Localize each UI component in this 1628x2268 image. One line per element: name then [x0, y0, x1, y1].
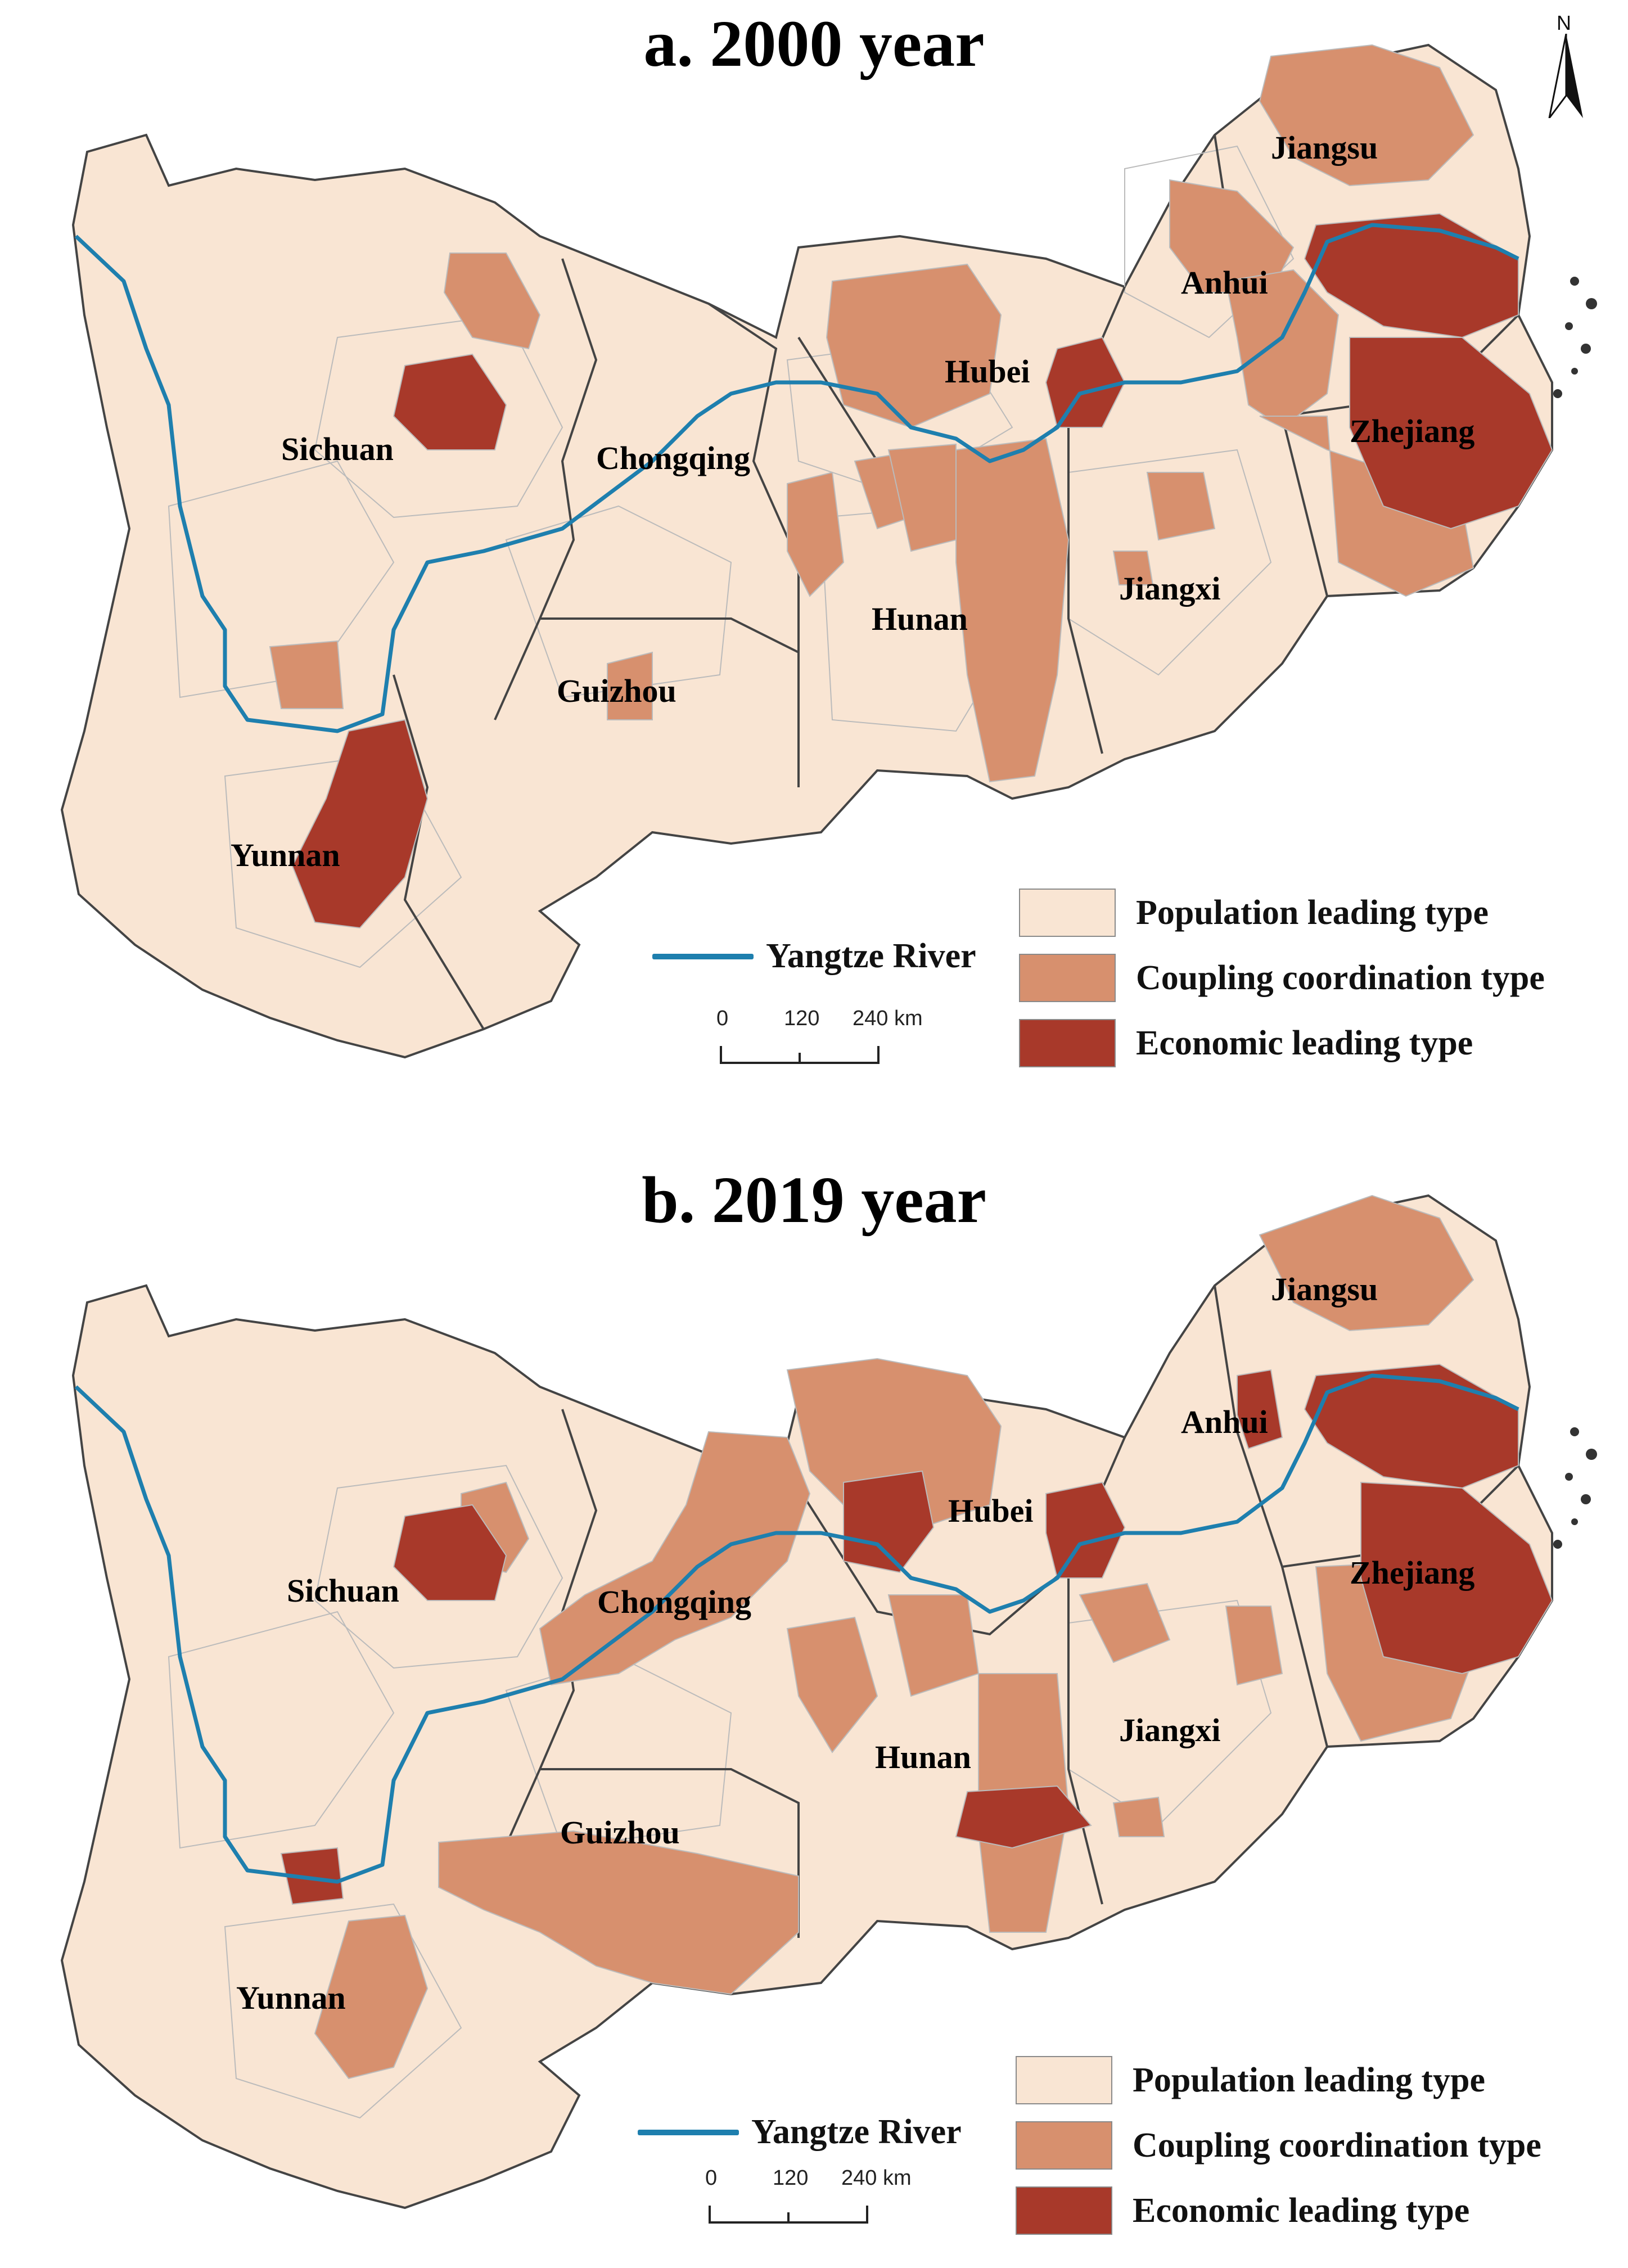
label-hunan: Hunan — [875, 1739, 971, 1775]
legend-item-coupling: Coupling coordination type — [1016, 2121, 1541, 2170]
legend-label: Population leading type — [1136, 893, 1489, 932]
panel-title: a. 2000 year — [643, 7, 985, 80]
map-panel-2019: Jiangsu Anhui Hubei Zhejiang Sichuan Cho… — [0, 1134, 1628, 2267]
scale-bar: 0 120 240 km — [703, 2166, 912, 2228]
label-jiangxi: Jiangxi — [1119, 570, 1221, 607]
economic-regions-2019 — [280, 1363, 1553, 1905]
legend-swatch — [1019, 1019, 1116, 1067]
label-jiangxi: Jiangxi — [1119, 1712, 1221, 1748]
legend-label: Economic leading type — [1133, 2191, 1470, 2230]
scale-tick-0: 0 — [705, 2166, 718, 2190]
scale-tick-0: 0 — [716, 1007, 729, 1030]
legend-item-economic: Economic leading type — [1019, 1019, 1473, 1067]
label-anhui: Anhui — [1181, 1404, 1268, 1440]
label-hubei: Hubei — [948, 1493, 1034, 1529]
legend-river-line — [638, 2129, 739, 2135]
label-chongqing: Chongqing — [596, 440, 750, 476]
label-chongqing: Chongqing — [597, 1584, 751, 1620]
legend-label: Coupling coordination type — [1133, 2126, 1541, 2165]
legend-swatch — [1016, 2121, 1112, 2170]
islands — [1553, 1427, 1597, 1549]
legend-river-label: Yangtze River — [766, 937, 976, 975]
north-arrow: N — [1541, 11, 1591, 118]
legend-item-population: Population leading type — [1016, 2056, 1485, 2104]
legend-item-coupling: Coupling coordination type — [1019, 954, 1545, 1002]
coupling-regions-2019 — [314, 1194, 1486, 2080]
islands — [1553, 277, 1597, 398]
legend-river-label: Yangtze River — [751, 2113, 962, 2151]
legend-river-line — [652, 953, 754, 959]
label-guizhou: Guizhou — [560, 1814, 680, 1851]
economic-regions-2000 — [291, 213, 1553, 929]
scale-bar-line — [709, 2206, 868, 2224]
label-sichuan: Sichuan — [281, 431, 394, 467]
legend-label: Population leading type — [1133, 2060, 1485, 2099]
label-guizhou: Guizhou — [557, 673, 677, 709]
label-zhejiang: Zhejiang — [1350, 1554, 1474, 1591]
legend-river: Yangtze River — [638, 2112, 962, 2152]
map-canvas-2019: Jiangsu Anhui Hubei Zhejiang Sichuan Cho… — [60, 1194, 1597, 2210]
scale-tick-120: 120 — [784, 1007, 820, 1030]
label-hubei: Hubei — [945, 353, 1030, 390]
legend-item-economic: Economic leading type — [1016, 2186, 1469, 2235]
legend-types: Population leading type Coupling coordin… — [1019, 889, 1626, 1068]
legend-types: Population leading type Coupling coordin… — [1016, 2056, 1623, 2236]
legend-swatch — [1019, 889, 1116, 937]
panel-title: b. 2019 year — [642, 1163, 986, 1237]
map-panel-2000: Jiangsu Anhui Hubei Zhejiang Sichuan Cho… — [60, 7, 1626, 1068]
label-anhui: Anhui — [1181, 264, 1268, 301]
scale-tick-120: 120 — [773, 2166, 809, 2190]
scale-bar-line — [720, 1046, 880, 1064]
map-canvas-2000: Jiangsu Anhui Hubei Zhejiang Sichuan Cho… — [60, 43, 1597, 1059]
label-yunnan: Yunnan — [231, 837, 340, 873]
legend-label: Coupling coordination type — [1136, 958, 1545, 997]
label-hunan: Hunan — [872, 601, 968, 637]
legend-item-population: Population leading type — [1019, 889, 1489, 937]
coupling-regions-2000 — [269, 44, 1474, 783]
scale-bar: 0 120 240 km — [714, 1007, 923, 1068]
legend-swatch — [1016, 2186, 1112, 2235]
legend-swatch — [1016, 2056, 1112, 2104]
north-label: N — [1557, 11, 1571, 34]
scale-tick-240: 240 km — [853, 1007, 923, 1030]
yangtze-river — [74, 1373, 1519, 1884]
legend-river: Yangtze River — [652, 936, 976, 976]
label-jiangsu: Jiangsu — [1271, 1271, 1378, 1307]
label-jiangsu: Jiangsu — [1271, 129, 1378, 166]
label-zhejiang: Zhejiang — [1350, 413, 1474, 449]
legend-label: Economic leading type — [1136, 1023, 1473, 1062]
label-sichuan: Sichuan — [287, 1572, 399, 1609]
yangtze-river — [74, 223, 1519, 733]
label-yunnan: Yunnan — [236, 1980, 346, 2016]
scale-tick-240: 240 km — [841, 2166, 912, 2190]
legend-swatch — [1019, 954, 1116, 1002]
north-arrow-icon — [1548, 34, 1583, 118]
